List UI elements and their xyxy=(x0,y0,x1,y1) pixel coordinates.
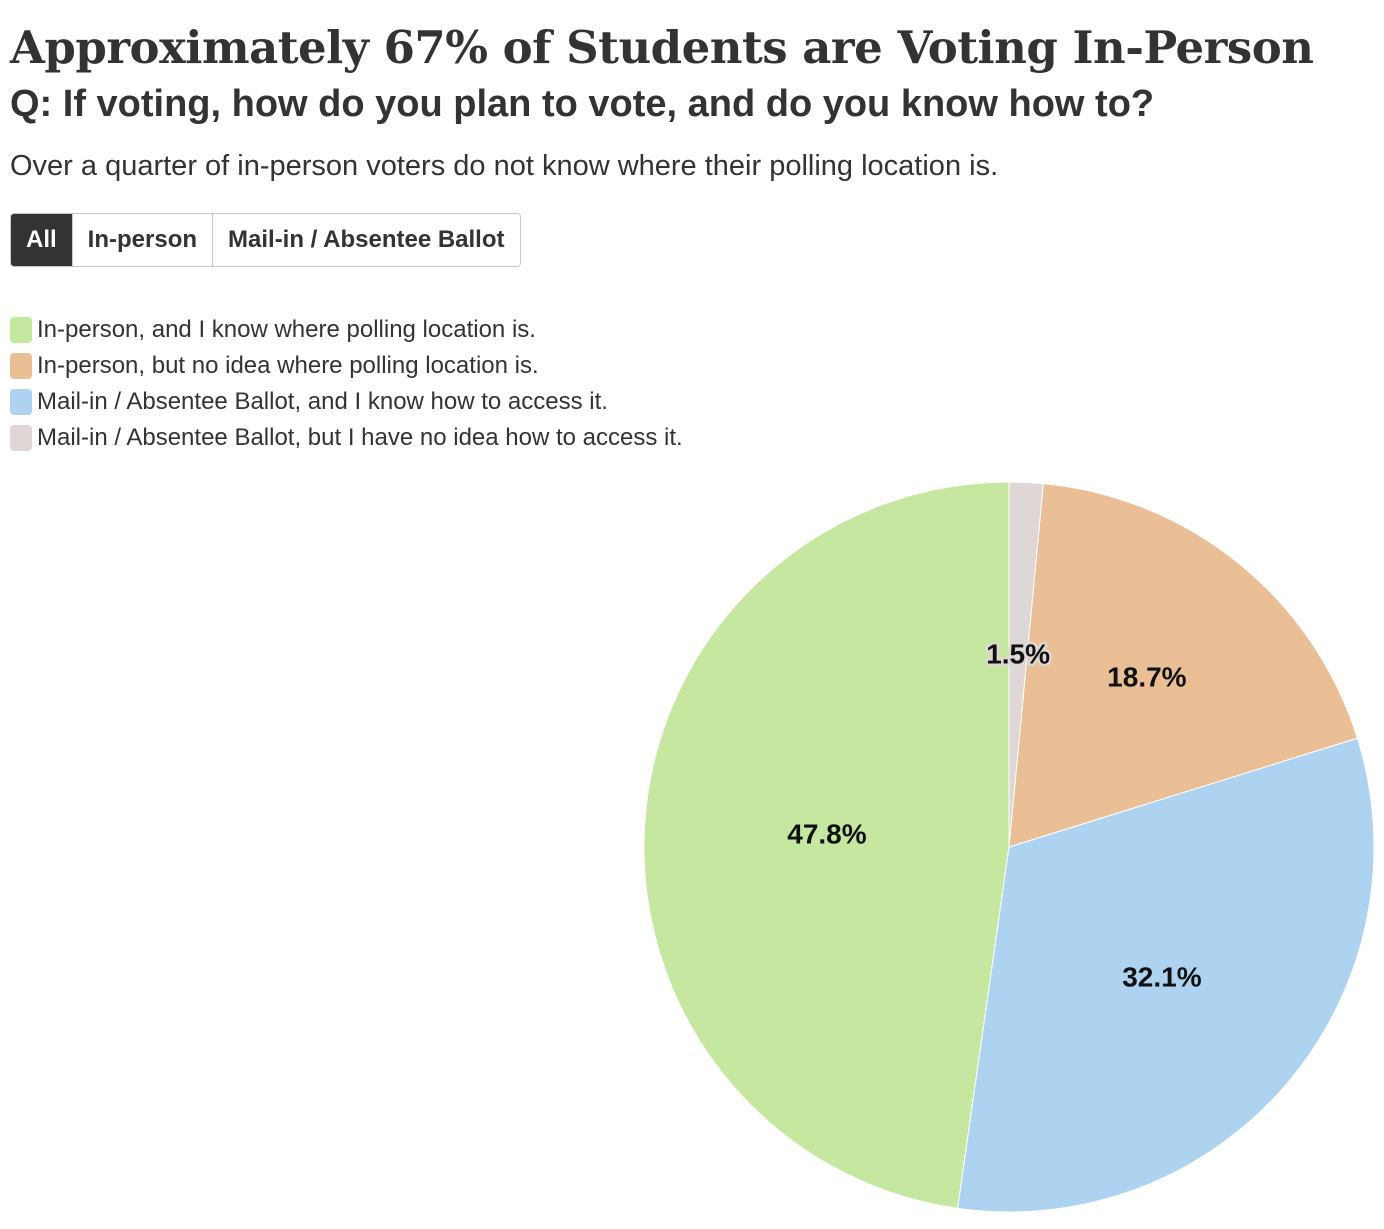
legend-item[interactable]: In-person, but no idea where polling loc… xyxy=(10,348,683,384)
chart-description: Over a quarter of in-person voters do no… xyxy=(10,150,999,182)
legend-swatch xyxy=(10,425,32,451)
slice-in-person-know[interactable] xyxy=(643,481,1010,1209)
legend-label: In-person, and I know where polling loca… xyxy=(37,316,536,343)
legend-swatch xyxy=(10,389,32,415)
legend-swatch xyxy=(10,317,32,343)
filter-button-mail-in[interactable]: Mail-in / Absentee Ballot xyxy=(213,214,520,266)
legend-label: Mail-in / Absentee Ballot, and I know ho… xyxy=(37,388,608,415)
legend-swatch xyxy=(10,353,32,379)
filter-button-all[interactable]: All xyxy=(11,214,73,266)
slice-mail-in-no-idea[interactable] xyxy=(1008,481,1044,848)
filter-button-group: All In-person Mail-in / Absentee Ballot xyxy=(10,213,521,267)
chart-subtitle: Q: If voting, how do you plan to vote, a… xyxy=(10,83,1155,125)
chart-legend: In-person, and I know where polling loca… xyxy=(10,312,683,456)
filter-button-in-person[interactable]: In-person xyxy=(72,214,214,266)
legend-item[interactable]: Mail-in / Absentee Ballot, but I have no… xyxy=(10,420,683,456)
chart-title: Approximately 67% of Students are Voting… xyxy=(10,21,1314,74)
slice-mail-in-know[interactable] xyxy=(957,737,1375,1213)
legend-label: Mail-in / Absentee Ballot, but I have no… xyxy=(37,424,683,451)
slice-in-person-no-idea[interactable] xyxy=(1008,483,1359,848)
legend-item[interactable]: In-person, and I know where polling loca… xyxy=(10,312,683,348)
legend-label: In-person, but no idea where polling loc… xyxy=(37,352,539,379)
legend-item[interactable]: Mail-in / Absentee Ballot, and I know ho… xyxy=(10,384,683,420)
